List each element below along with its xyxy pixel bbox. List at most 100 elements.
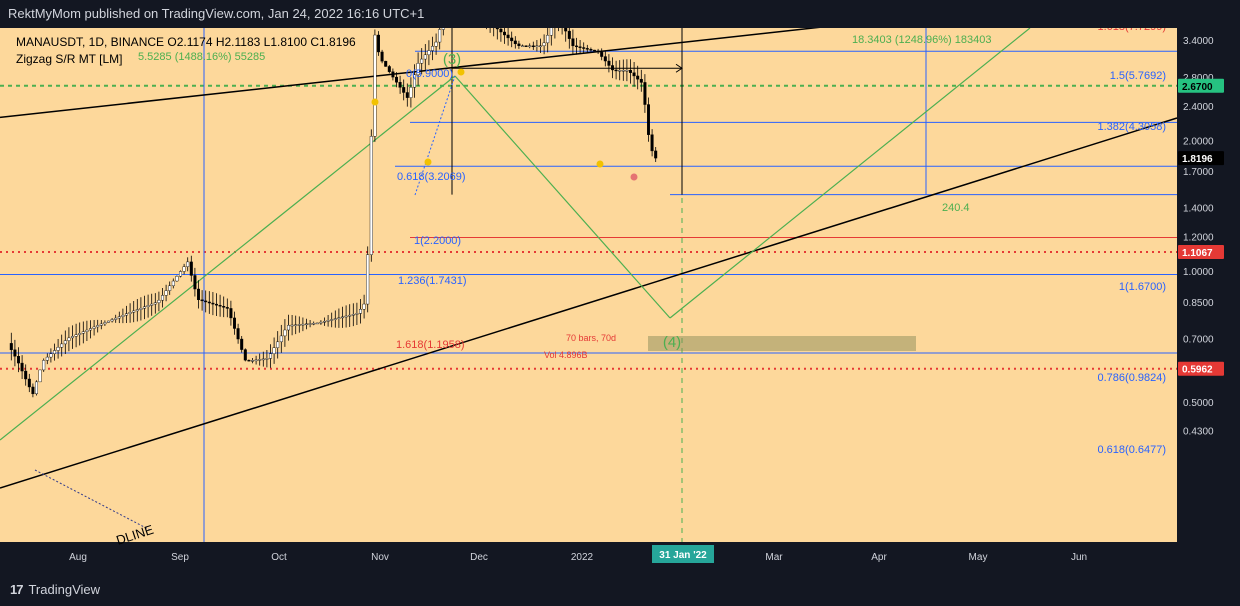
- candle-body: [359, 309, 363, 314]
- candle-body: [78, 332, 82, 335]
- candle-body: [614, 69, 618, 72]
- candle-body: [420, 58, 424, 64]
- candle-body: [236, 328, 240, 340]
- fib-label: 1.382(4.3058): [1098, 121, 1167, 133]
- candle-body: [308, 323, 312, 325]
- candle-body: [567, 30, 571, 39]
- candle-body: [70, 336, 74, 339]
- fib-label: 1.5(5.7692): [1110, 70, 1166, 82]
- candle-body: [517, 43, 521, 47]
- candle-body: [366, 254, 370, 305]
- candle-body: [564, 28, 568, 32]
- fib-label: 0.786(0.9824): [1098, 372, 1167, 384]
- candle-body: [92, 326, 96, 329]
- candle-body: [549, 28, 553, 36]
- candle-body: [171, 280, 175, 287]
- candle-body: [391, 71, 395, 78]
- candle-body: [56, 346, 60, 351]
- price-badge: [1178, 151, 1224, 166]
- trend-line-green: [0, 75, 456, 441]
- candle-body: [434, 41, 438, 47]
- tradingview-brand[interactable]: 17 TradingView: [10, 582, 100, 597]
- candle-body: [178, 271, 182, 277]
- candle-body: [124, 313, 128, 316]
- candle-body: [153, 302, 157, 305]
- candle-body: [621, 69, 625, 72]
- brand-text: TradingView: [28, 582, 101, 597]
- pivot-dot-icon: [424, 158, 432, 166]
- candle-body: [211, 302, 215, 305]
- x-tick-label: Mar: [765, 552, 783, 563]
- candle-body: [607, 60, 611, 66]
- candle-body: [625, 69, 629, 72]
- y-tick-label: 0.4300: [1183, 426, 1214, 437]
- candle-body: [276, 341, 280, 348]
- publisher-line: RektMyMom published on TradingView.com, …: [8, 6, 425, 21]
- candle-body: [193, 275, 197, 290]
- y-tick-label: 1.4000: [1183, 204, 1214, 215]
- chart-annotation: Vol 4.896B: [544, 350, 588, 360]
- zigzag-leg-green: [454, 75, 671, 319]
- candle-body: [229, 308, 233, 319]
- candle-body: [387, 66, 391, 72]
- candle-body: [643, 82, 647, 105]
- chart-annotation: 18.3403 (1248.96%) 183403: [852, 34, 991, 46]
- candle-body: [589, 48, 593, 51]
- candle-body: [103, 322, 107, 325]
- candle-body: [398, 82, 402, 88]
- x-tick-label: Apr: [871, 552, 887, 563]
- chart-annotation: (4): [663, 334, 681, 351]
- candle-body: [409, 86, 413, 98]
- candle-body: [261, 358, 265, 361]
- legend-indicator-name: Zigzag S/R MT [LM]: [16, 52, 122, 66]
- candle-body: [157, 299, 161, 303]
- price-badge: [1178, 361, 1224, 376]
- pivot-dot-icon: [457, 68, 465, 76]
- candle-body: [405, 92, 409, 98]
- candle-body: [164, 290, 168, 296]
- x-tick-label: Aug: [69, 552, 87, 563]
- candle-body: [250, 360, 254, 362]
- x-tick-label: Sep: [171, 552, 189, 563]
- candle-body: [13, 349, 17, 357]
- candle-body: [377, 34, 381, 53]
- candle-body: [63, 340, 67, 345]
- y-tick-label: 0.7000: [1183, 334, 1214, 345]
- candle-body: [200, 299, 204, 302]
- candle-body: [218, 304, 222, 307]
- candle-body: [146, 305, 150, 308]
- price-chart[interactable]: 7.50005.00004.00003.40002.80002.40002.00…: [0, 28, 1240, 574]
- candle-body: [441, 28, 445, 30]
- candle-body: [647, 104, 651, 135]
- candle-body: [344, 315, 348, 318]
- candle-body: [96, 325, 100, 328]
- candle-body: [542, 42, 546, 47]
- legend-symbol-line: MANAUSDT, 1D, BINANCE O2.1174 H2.1183 L1…: [16, 35, 356, 49]
- date-badge-label: 31 Jan '22: [659, 550, 707, 561]
- candle-body: [85, 329, 89, 332]
- candle-body: [315, 322, 319, 325]
- candle-body: [510, 37, 514, 42]
- candle-body: [582, 47, 586, 49]
- candle-body: [531, 45, 535, 48]
- candle-body: [578, 46, 582, 48]
- candle-body: [427, 50, 431, 56]
- candle-body: [600, 51, 604, 57]
- legend-indicator-value: 5.5285 (1488.16%) 55285: [138, 51, 265, 63]
- price-badge: [1178, 78, 1224, 93]
- x-tick-label: 2022: [571, 552, 594, 563]
- fib-label: 1.618(7.7299): [1098, 28, 1167, 33]
- pivot-dot-icon: [630, 173, 638, 181]
- fib-label: 1.236(1.7431): [398, 275, 467, 287]
- candle-body: [222, 306, 226, 308]
- y-tick-label: 2.4000: [1183, 102, 1214, 113]
- candle-body: [639, 78, 643, 83]
- price-badge-label: 1.1067: [1182, 248, 1213, 259]
- candle-body: [175, 276, 179, 282]
- candle-body: [287, 325, 291, 331]
- y-tick-label: 1.2000: [1183, 233, 1214, 244]
- channel-lower-line: [0, 117, 1178, 489]
- candle-body: [312, 323, 316, 325]
- publisher-header: RektMyMom published on TradingView.com, …: [0, 0, 1240, 28]
- candle-body: [596, 50, 600, 53]
